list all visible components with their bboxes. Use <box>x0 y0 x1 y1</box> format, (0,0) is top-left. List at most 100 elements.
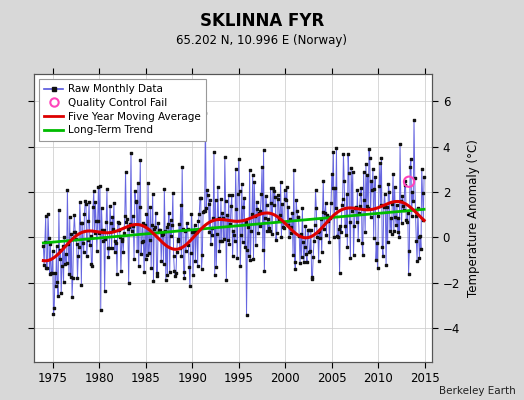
Point <box>124 225 132 232</box>
Point <box>44 211 52 217</box>
Point <box>339 196 347 202</box>
Point <box>101 236 110 242</box>
Point <box>178 164 187 170</box>
Point <box>75 199 84 206</box>
Point <box>408 212 416 219</box>
Point <box>253 206 261 212</box>
Point <box>261 192 270 199</box>
Point <box>89 204 97 210</box>
Point <box>60 233 69 240</box>
Point <box>198 266 206 272</box>
Point <box>109 226 117 232</box>
Point <box>300 259 308 265</box>
Point <box>418 165 426 172</box>
Point <box>127 228 136 234</box>
Point <box>190 229 198 235</box>
Point <box>86 242 94 248</box>
Point <box>411 213 420 219</box>
Point <box>135 204 144 211</box>
Point <box>367 178 376 184</box>
Point <box>80 210 89 217</box>
Point <box>107 245 116 251</box>
Point <box>316 235 324 241</box>
Point <box>314 258 323 264</box>
Point <box>341 222 349 229</box>
Point <box>405 178 413 185</box>
Point <box>227 203 235 209</box>
Point <box>143 252 151 258</box>
Point <box>221 198 230 204</box>
Point <box>97 205 106 212</box>
Point <box>415 255 423 261</box>
Point <box>314 229 322 236</box>
Point <box>115 227 124 233</box>
Point <box>413 258 421 264</box>
Point <box>374 265 382 271</box>
Point <box>353 187 362 194</box>
Point <box>114 220 123 226</box>
Point <box>290 259 299 266</box>
Point <box>250 179 258 186</box>
Point <box>79 240 87 247</box>
Point <box>402 217 410 223</box>
Point <box>191 258 200 264</box>
Point <box>71 228 79 235</box>
Point <box>95 230 103 236</box>
Point <box>259 147 268 154</box>
Point <box>385 189 394 196</box>
Point <box>382 262 390 268</box>
Point <box>274 192 282 198</box>
Point <box>189 271 197 278</box>
Point <box>378 244 386 250</box>
Text: SKLINNA FYR: SKLINNA FYR <box>200 12 324 30</box>
Point <box>93 248 101 254</box>
Point <box>313 234 321 240</box>
Point <box>304 227 313 234</box>
Point <box>272 230 281 236</box>
Point <box>362 161 370 167</box>
Point <box>305 249 313 256</box>
Point <box>132 199 140 206</box>
Point <box>306 248 314 254</box>
Point <box>224 237 232 243</box>
Point <box>90 230 99 237</box>
Point <box>400 182 409 188</box>
Point <box>390 228 398 234</box>
Point <box>298 205 307 212</box>
Point <box>73 275 82 282</box>
Point <box>203 187 211 194</box>
Point <box>286 216 294 222</box>
Point <box>177 202 185 208</box>
Point <box>300 244 309 250</box>
Point <box>147 264 155 271</box>
Point <box>169 253 178 260</box>
Point <box>246 257 255 264</box>
Point <box>254 229 263 236</box>
Point <box>303 259 311 265</box>
Point <box>287 230 295 236</box>
Point <box>106 220 115 226</box>
Point <box>172 248 181 255</box>
Point <box>397 198 405 204</box>
Point <box>201 207 209 214</box>
Point <box>333 233 342 239</box>
Point <box>91 199 100 205</box>
Point <box>156 227 165 234</box>
Point <box>169 190 177 196</box>
Point <box>160 186 169 192</box>
Point <box>233 255 242 262</box>
Point <box>400 206 408 213</box>
Point <box>275 215 283 222</box>
Point <box>54 292 62 299</box>
Point <box>263 202 271 208</box>
Point <box>321 210 329 216</box>
Point <box>256 222 264 229</box>
Point <box>217 196 225 203</box>
Point <box>261 214 269 221</box>
Point <box>289 252 297 258</box>
Point <box>372 257 380 264</box>
Point <box>206 196 214 203</box>
Point <box>53 278 61 285</box>
Point <box>192 227 200 233</box>
Point <box>357 185 365 192</box>
